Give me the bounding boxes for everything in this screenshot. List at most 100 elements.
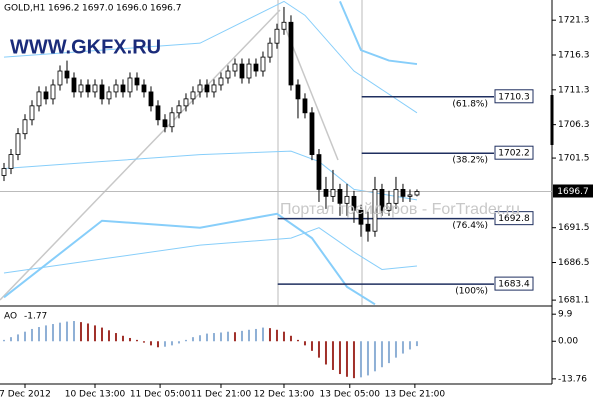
ao-bar bbox=[401, 341, 404, 354]
ao-bar bbox=[79, 322, 82, 342]
x-tick-label: 11 Dec 21:00 bbox=[191, 390, 252, 400]
ao-bar bbox=[373, 341, 376, 372]
header-value: 1697.0 bbox=[82, 4, 114, 14]
fib-price-box bbox=[494, 276, 534, 291]
candle-body bbox=[267, 42, 273, 58]
header-value: 1696.7 bbox=[150, 4, 182, 14]
candle-body bbox=[351, 195, 357, 211]
y-tick-label: -13.76 bbox=[558, 374, 587, 384]
header-value: 1696.0 bbox=[116, 4, 148, 14]
ao-bar bbox=[408, 341, 411, 350]
candle-body bbox=[64, 70, 70, 79]
ao-bar bbox=[58, 322, 61, 342]
y-tick-label: 0.00 bbox=[558, 337, 578, 347]
candle-body bbox=[71, 77, 77, 93]
candle-body bbox=[162, 119, 168, 128]
fib-label: (38.2%) bbox=[452, 156, 488, 166]
ao-bar bbox=[86, 323, 89, 342]
candle-body bbox=[414, 191, 420, 196]
band-line bbox=[3, 227, 418, 274]
candle-body bbox=[29, 105, 35, 121]
ao-bar bbox=[93, 325, 96, 342]
ao-bar bbox=[9, 337, 12, 342]
ao-bar bbox=[37, 327, 40, 342]
ao-bar bbox=[184, 339, 187, 342]
ao-bar bbox=[240, 330, 243, 342]
candle-body bbox=[43, 91, 49, 100]
ao-bar bbox=[142, 341, 145, 343]
candle-body bbox=[106, 91, 112, 100]
watermark: Портал трейдеров - ForTrader.ru bbox=[280, 201, 520, 218]
last-price: 1696.7 bbox=[557, 187, 589, 197]
ao-bar bbox=[387, 341, 390, 364]
ao-bar bbox=[177, 341, 180, 344]
candle-body bbox=[218, 77, 224, 86]
x-tick-label: 7 Dec 2012 bbox=[0, 390, 51, 400]
candle-body bbox=[99, 84, 105, 100]
ao-bar bbox=[345, 341, 348, 377]
candle-body bbox=[358, 209, 364, 225]
ao-bar bbox=[415, 341, 418, 347]
ao-bar bbox=[380, 341, 383, 368]
fib-price-box bbox=[494, 211, 534, 226]
ao-bar bbox=[303, 341, 306, 346]
indicator-title: AO bbox=[4, 312, 17, 322]
symbol: GOLD,H1 bbox=[4, 4, 45, 14]
y-tick-label: 9.9 bbox=[558, 310, 573, 320]
y-tick-label: 1721.3 bbox=[558, 16, 590, 26]
y-tick-label: 1686.5 bbox=[558, 258, 590, 268]
last-price-box bbox=[553, 184, 593, 198]
candle-body bbox=[92, 84, 98, 93]
candle-body bbox=[337, 189, 343, 204]
x-tick-label: 10 Dec 13:00 bbox=[65, 390, 126, 400]
y-tick-label: 1711.3 bbox=[558, 85, 590, 95]
ao-bar bbox=[65, 321, 68, 342]
fib-price: 1710.3 bbox=[498, 92, 530, 102]
fib-label: (100%) bbox=[455, 287, 488, 297]
candle-body bbox=[127, 77, 133, 93]
ao-bar bbox=[121, 335, 124, 342]
x-tick-label: 13 Dec 21:00 bbox=[385, 390, 446, 400]
candle-body bbox=[36, 91, 42, 107]
ao-bar bbox=[198, 335, 201, 342]
ao-bar bbox=[366, 341, 369, 376]
candle-body bbox=[176, 105, 182, 114]
candle-body bbox=[78, 84, 84, 93]
ao-bar bbox=[156, 341, 159, 348]
ao-bar bbox=[219, 332, 222, 342]
y-tick-label: 1681.1 bbox=[558, 296, 590, 306]
ao-bar bbox=[247, 329, 250, 342]
ao-bar bbox=[170, 341, 173, 346]
indicator-value: -1.77 bbox=[24, 312, 47, 322]
candle-body bbox=[85, 84, 91, 93]
header-value: 1696.2 bbox=[48, 4, 80, 14]
fib-price-box bbox=[494, 89, 534, 104]
candle-body bbox=[155, 105, 161, 121]
ao-bar bbox=[254, 328, 257, 342]
ao-bar bbox=[233, 332, 236, 342]
fib-label: (61.8%) bbox=[452, 99, 488, 109]
candle-body bbox=[134, 77, 140, 86]
candle-body bbox=[232, 63, 238, 72]
candle-body bbox=[295, 84, 301, 100]
ao-bar bbox=[268, 328, 271, 342]
candle-body bbox=[239, 63, 245, 79]
band-line bbox=[3, 0, 418, 114]
fib-price: 1683.4 bbox=[498, 280, 530, 290]
candle-body bbox=[141, 84, 147, 93]
ao-bar bbox=[128, 337, 131, 342]
candle-body bbox=[183, 98, 189, 107]
candle-body bbox=[393, 189, 399, 204]
candle-body bbox=[8, 154, 14, 169]
ao-bar bbox=[324, 341, 327, 365]
candle-body bbox=[260, 56, 266, 72]
candle-body bbox=[22, 119, 28, 135]
candle-body bbox=[169, 112, 175, 128]
band-line bbox=[3, 212, 376, 306]
ao-bar bbox=[359, 341, 362, 378]
ao-bar bbox=[100, 327, 103, 342]
ao-bar bbox=[282, 331, 285, 342]
ao-bar bbox=[226, 331, 229, 342]
